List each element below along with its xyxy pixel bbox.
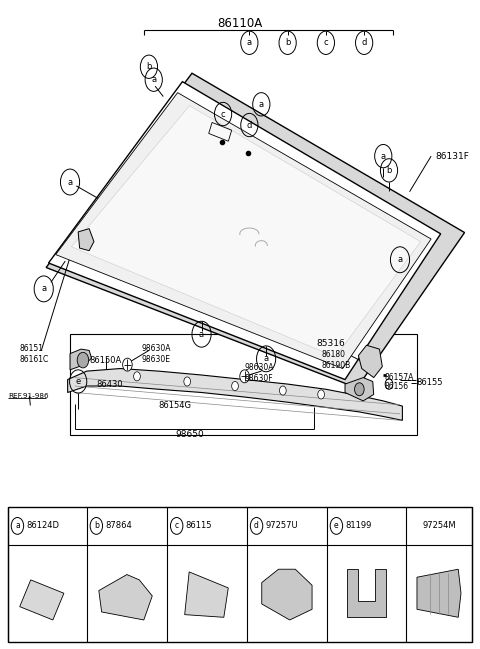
Text: a: a: [264, 354, 269, 363]
Text: a: a: [15, 521, 20, 530]
Text: 86124D: 86124D: [26, 521, 59, 530]
Polygon shape: [417, 569, 461, 617]
Circle shape: [122, 358, 132, 371]
Text: 86154G: 86154G: [158, 401, 192, 410]
Text: 87864: 87864: [105, 521, 132, 530]
Text: 86430: 86430: [96, 380, 123, 389]
Text: 98650: 98650: [175, 430, 204, 439]
Text: 86115: 86115: [185, 521, 212, 530]
Polygon shape: [262, 569, 312, 620]
Text: e: e: [75, 377, 81, 386]
Polygon shape: [78, 228, 94, 251]
Polygon shape: [68, 369, 402, 421]
Text: REF.91-986: REF.91-986: [8, 393, 48, 398]
Circle shape: [184, 377, 191, 386]
Circle shape: [240, 370, 250, 383]
Text: e: e: [334, 521, 339, 530]
Text: d: d: [254, 521, 259, 530]
Text: a: a: [397, 255, 403, 264]
Polygon shape: [70, 349, 92, 370]
Text: b: b: [386, 166, 392, 175]
Text: 81199: 81199: [345, 521, 372, 530]
Text: a: a: [259, 100, 264, 109]
Polygon shape: [48, 82, 441, 380]
Circle shape: [279, 386, 286, 395]
Text: c: c: [324, 38, 328, 47]
Text: 86156: 86156: [384, 382, 408, 391]
Circle shape: [232, 382, 239, 391]
Polygon shape: [46, 73, 465, 388]
Text: a: a: [381, 152, 386, 160]
Text: c: c: [175, 521, 179, 530]
Text: 86155: 86155: [417, 378, 443, 387]
Polygon shape: [359, 345, 382, 378]
Text: a: a: [199, 330, 204, 339]
Text: 85316: 85316: [316, 339, 345, 349]
Text: a: a: [151, 75, 156, 84]
Text: 98630A
98630E: 98630A 98630E: [142, 343, 171, 363]
Text: 86150A: 86150A: [89, 356, 121, 365]
Text: 98630A
98630F: 98630A 98630F: [245, 363, 274, 383]
Polygon shape: [345, 378, 374, 401]
Polygon shape: [185, 572, 228, 617]
Text: 97254M: 97254M: [422, 521, 456, 530]
Text: a: a: [68, 178, 72, 186]
Text: d: d: [247, 121, 252, 130]
Circle shape: [77, 352, 89, 368]
Polygon shape: [99, 574, 152, 620]
Text: d: d: [361, 38, 367, 47]
FancyBboxPatch shape: [70, 334, 417, 435]
Circle shape: [355, 383, 364, 396]
Text: a: a: [41, 284, 46, 293]
Polygon shape: [56, 93, 431, 369]
Polygon shape: [20, 580, 64, 620]
Text: 86157A: 86157A: [384, 373, 414, 382]
Text: 86180
86190B: 86180 86190B: [321, 350, 350, 370]
Circle shape: [133, 372, 140, 381]
Text: b: b: [94, 521, 99, 530]
Text: b: b: [146, 62, 152, 71]
Text: 86131F: 86131F: [436, 152, 470, 160]
Polygon shape: [72, 106, 420, 357]
Text: 86110A: 86110A: [217, 17, 263, 30]
Text: a: a: [247, 38, 252, 47]
Text: c: c: [221, 110, 226, 119]
Polygon shape: [347, 569, 386, 617]
Text: 97257U: 97257U: [265, 521, 298, 530]
Text: 86151
86161C: 86151 86161C: [20, 343, 49, 363]
FancyBboxPatch shape: [8, 507, 472, 642]
Circle shape: [318, 390, 324, 399]
Text: b: b: [285, 38, 290, 47]
